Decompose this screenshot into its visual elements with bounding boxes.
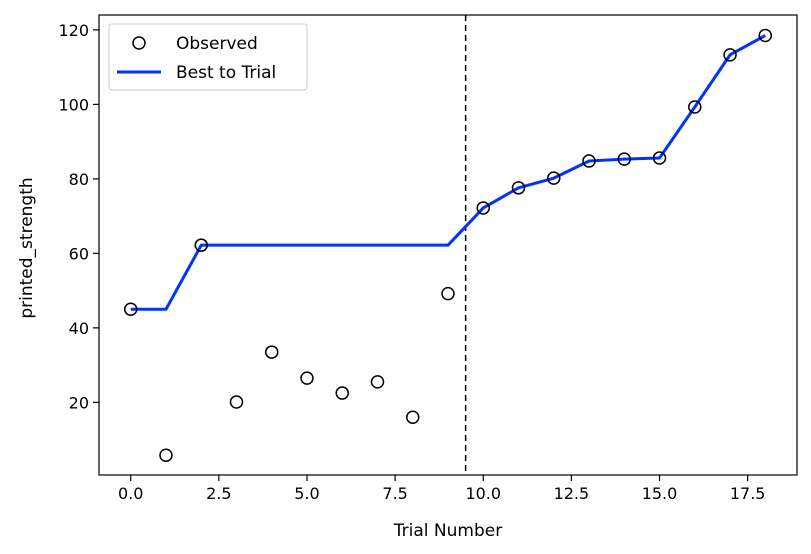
- plot-frame: [98, 14, 798, 476]
- observed-point: [723, 48, 737, 62]
- legend-best-label: Best to Trial: [176, 63, 276, 83]
- observed-point: [652, 151, 667, 165]
- observed-point: [582, 154, 596, 168]
- y-axis: 20 40 60 80 100 120: [58, 21, 99, 412]
- observed-point: [547, 171, 561, 185]
- legend-observed-marker: [132, 36, 146, 50]
- observed-point: [441, 286, 455, 301]
- x-tick-label: 10.0: [465, 484, 501, 503]
- observed-point: [405, 410, 420, 425]
- legend: Observed Best to Trial: [108, 23, 308, 91]
- x-tick-label: 0.0: [118, 484, 143, 503]
- observed-point: [229, 395, 244, 409]
- x-tick-label: 17.5: [730, 484, 766, 503]
- y-tick-label: 100: [58, 95, 89, 114]
- line-layer: [130, 34, 766, 311]
- observed-point: [123, 302, 138, 317]
- x-axis: 0.0 2.5 5.0 7.5 10.0 12.5 15.0 17.5: [118, 475, 765, 503]
- observed-point: [300, 371, 314, 385]
- observed-point: [511, 181, 526, 195]
- x-axis-label: Trial Number: [393, 521, 502, 541]
- x-tick-label: 12.5: [554, 484, 590, 503]
- observed-point: [335, 386, 349, 400]
- observed-point: [194, 238, 208, 252]
- best-to-trial-line: [130, 34, 766, 311]
- x-tick-label: 2.5: [206, 484, 231, 503]
- observed-point: [264, 345, 279, 359]
- observed-point: [617, 152, 632, 166]
- points-layer: [123, 28, 773, 463]
- x-tick-label: 5.0: [294, 484, 319, 503]
- observed-point: [370, 375, 385, 389]
- observed-point: [688, 100, 702, 114]
- y-tick-label: 120: [58, 21, 89, 40]
- y-tick-label: 80: [69, 170, 89, 189]
- y-tick-label: 40: [69, 319, 89, 338]
- observed-point: [476, 201, 491, 215]
- x-tick-label: 15.0: [642, 484, 678, 503]
- observed-point: [159, 448, 173, 463]
- legend-observed-label: Observed: [176, 34, 258, 54]
- y-axis-label: printed_strength: [17, 177, 37, 318]
- observed-point: [758, 28, 773, 43]
- x-tick-label: 7.5: [382, 484, 407, 503]
- y-tick-label: 60: [69, 244, 89, 263]
- y-tick-label: 20: [69, 393, 89, 412]
